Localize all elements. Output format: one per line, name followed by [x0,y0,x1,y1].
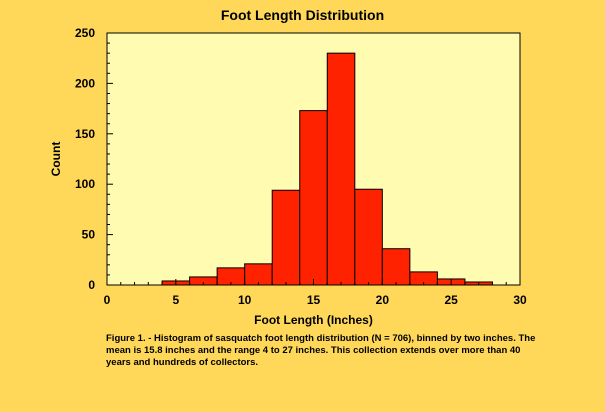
y-tick-label-150: 150 [75,127,95,141]
y-tick-label-100: 100 [75,177,95,191]
tick-labels-group: 0 5 10 15 20 25 30 0 50 100 150 200 250 [75,26,527,307]
x-tick-label-25: 25 [444,293,458,307]
histogram-bar-16-18 [326,52,356,286]
histogram-bar-20-22 [381,248,411,286]
x-tick-label-15: 15 [307,293,321,307]
y-tick-label-50: 50 [82,228,96,242]
y-axis-label: Count [49,142,63,177]
x-tick-label-30: 30 [513,293,527,307]
y-tick-label-0: 0 [88,278,95,292]
x-tick-label-0: 0 [104,293,111,307]
x-tick-label-20: 20 [376,293,390,307]
x-axis-label: Foot Length (Inches) [254,313,373,327]
histogram-bar-10-12 [244,263,273,286]
x-tick-label-10: 10 [238,293,252,307]
y-tick-label-200: 200 [75,76,95,90]
histogram-bar-12-14 [271,189,301,286]
x-tick-label-5: 5 [172,293,179,307]
y-tick-label-250: 250 [75,26,95,40]
histogram-bar-18-20 [354,188,383,286]
figure-caption: Figure 1. - Histogram of sasquatch foot … [106,333,536,368]
bars-group [161,52,493,286]
axis-ticks-group [106,32,521,286]
chart-title: Foot Length Distribution [220,7,385,23]
histogram-bar-14-16 [299,110,328,286]
